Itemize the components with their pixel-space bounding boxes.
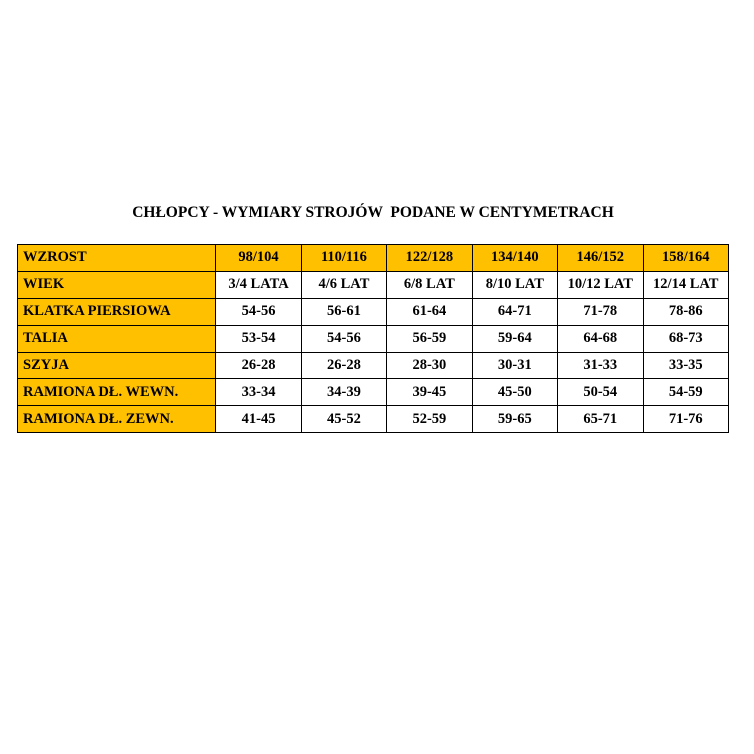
table-row: WZROST 98/104 110/116 122/128 134/140 146/152…	[16, 244, 729, 272]
table-cell: 56-59	[386, 324, 473, 353]
table-cell: 59-64	[471, 324, 559, 353]
table-cell: 45-50	[471, 378, 559, 407]
table-cell: 54-59	[642, 378, 729, 407]
table-cell: 56-61	[300, 297, 388, 326]
table-row: KLATKA PIERSIOWA 54-56 56-61 61-64 64-71 71-7…	[16, 297, 729, 326]
row-label: TALIA	[16, 324, 217, 353]
table-cell: 8/10 LAT	[471, 270, 559, 299]
size-table: WZROST 98/104 110/116 122/128 134/140 146/152…	[16, 244, 729, 434]
table-row: RAMIONA DŁ. WEWN. 33-34 34-39 39-45 45-50 50-…	[16, 378, 729, 407]
table-cell: 65-71	[557, 405, 644, 434]
table-cell: 26-28	[215, 351, 302, 380]
table-cell: 53-54	[215, 324, 302, 353]
table-row: WIEK 3/4 LATA 4/6 LAT 6/8 LAT 8/10 LAT 10/12 …	[16, 270, 729, 299]
table-cell: 61-64	[386, 297, 473, 326]
table-cell: 64-71	[471, 297, 559, 326]
table-cell: 54-56	[215, 297, 302, 326]
row-label: RAMIONA DŁ. WEWN.	[16, 378, 217, 407]
table-cell: 52-59	[386, 405, 473, 434]
table-cell: 50-54	[557, 378, 644, 407]
table-cell: 41-45	[215, 405, 302, 434]
table-cell: 34-39	[300, 378, 388, 407]
table-row: SZYJA 26-28 26-28 28-30 30-31 31-33 33-35	[16, 351, 729, 380]
table-cell: 6/8 LAT	[386, 270, 473, 299]
table-cell: 10/12 LAT	[557, 270, 644, 299]
table-cell: 31-33	[557, 351, 644, 380]
table-row: RAMIONA DŁ. ZEWN. 41-45 45-52 52-59 59-65 65-…	[16, 405, 729, 434]
row-label: WIEK	[16, 270, 217, 299]
table-cell: 30-31	[471, 351, 559, 380]
table-cell: 26-28	[300, 351, 388, 380]
table-cell: 68-73	[642, 324, 729, 353]
table-cell: 54-56	[300, 324, 388, 353]
page-title: CHŁOPCY - WYMIARY STROJÓW PODANE W CENTY…	[132, 204, 614, 221]
table-cell: 4/6 LAT	[300, 270, 388, 299]
table-cell: 78-86	[642, 297, 729, 326]
table-cell: 59-65	[471, 405, 559, 434]
height-header-cell: 122/128	[386, 244, 473, 272]
height-header-cell: 146/152	[557, 244, 644, 272]
height-header-cell: 110/116	[300, 244, 388, 272]
table-row: TALIA 53-54 54-56 56-59 59-64 64-68 68-73	[16, 324, 729, 353]
table-cell: 71-76	[642, 405, 729, 434]
table-cell: 12/14 LAT	[642, 270, 729, 299]
row-label: WZROST	[16, 244, 217, 272]
table-cell: 39-45	[386, 378, 473, 407]
table-cell: 33-34	[215, 378, 302, 407]
row-label: KLATKA PIERSIOWA	[16, 297, 217, 326]
row-label: SZYJA	[16, 351, 217, 380]
table-cell: 28-30	[386, 351, 473, 380]
height-header-cell: 98/104	[215, 244, 302, 272]
height-header-cell: 134/140	[471, 244, 559, 272]
table-cell: 45-52	[300, 405, 388, 434]
table-cell: 33-35	[642, 351, 729, 380]
height-header-cell: 158/164	[642, 244, 729, 272]
table-cell: 71-78	[557, 297, 644, 326]
table-cell: 64-68	[557, 324, 644, 353]
row-label: RAMIONA DŁ. ZEWN.	[16, 405, 217, 434]
table-cell: 3/4 LATA	[215, 270, 302, 299]
